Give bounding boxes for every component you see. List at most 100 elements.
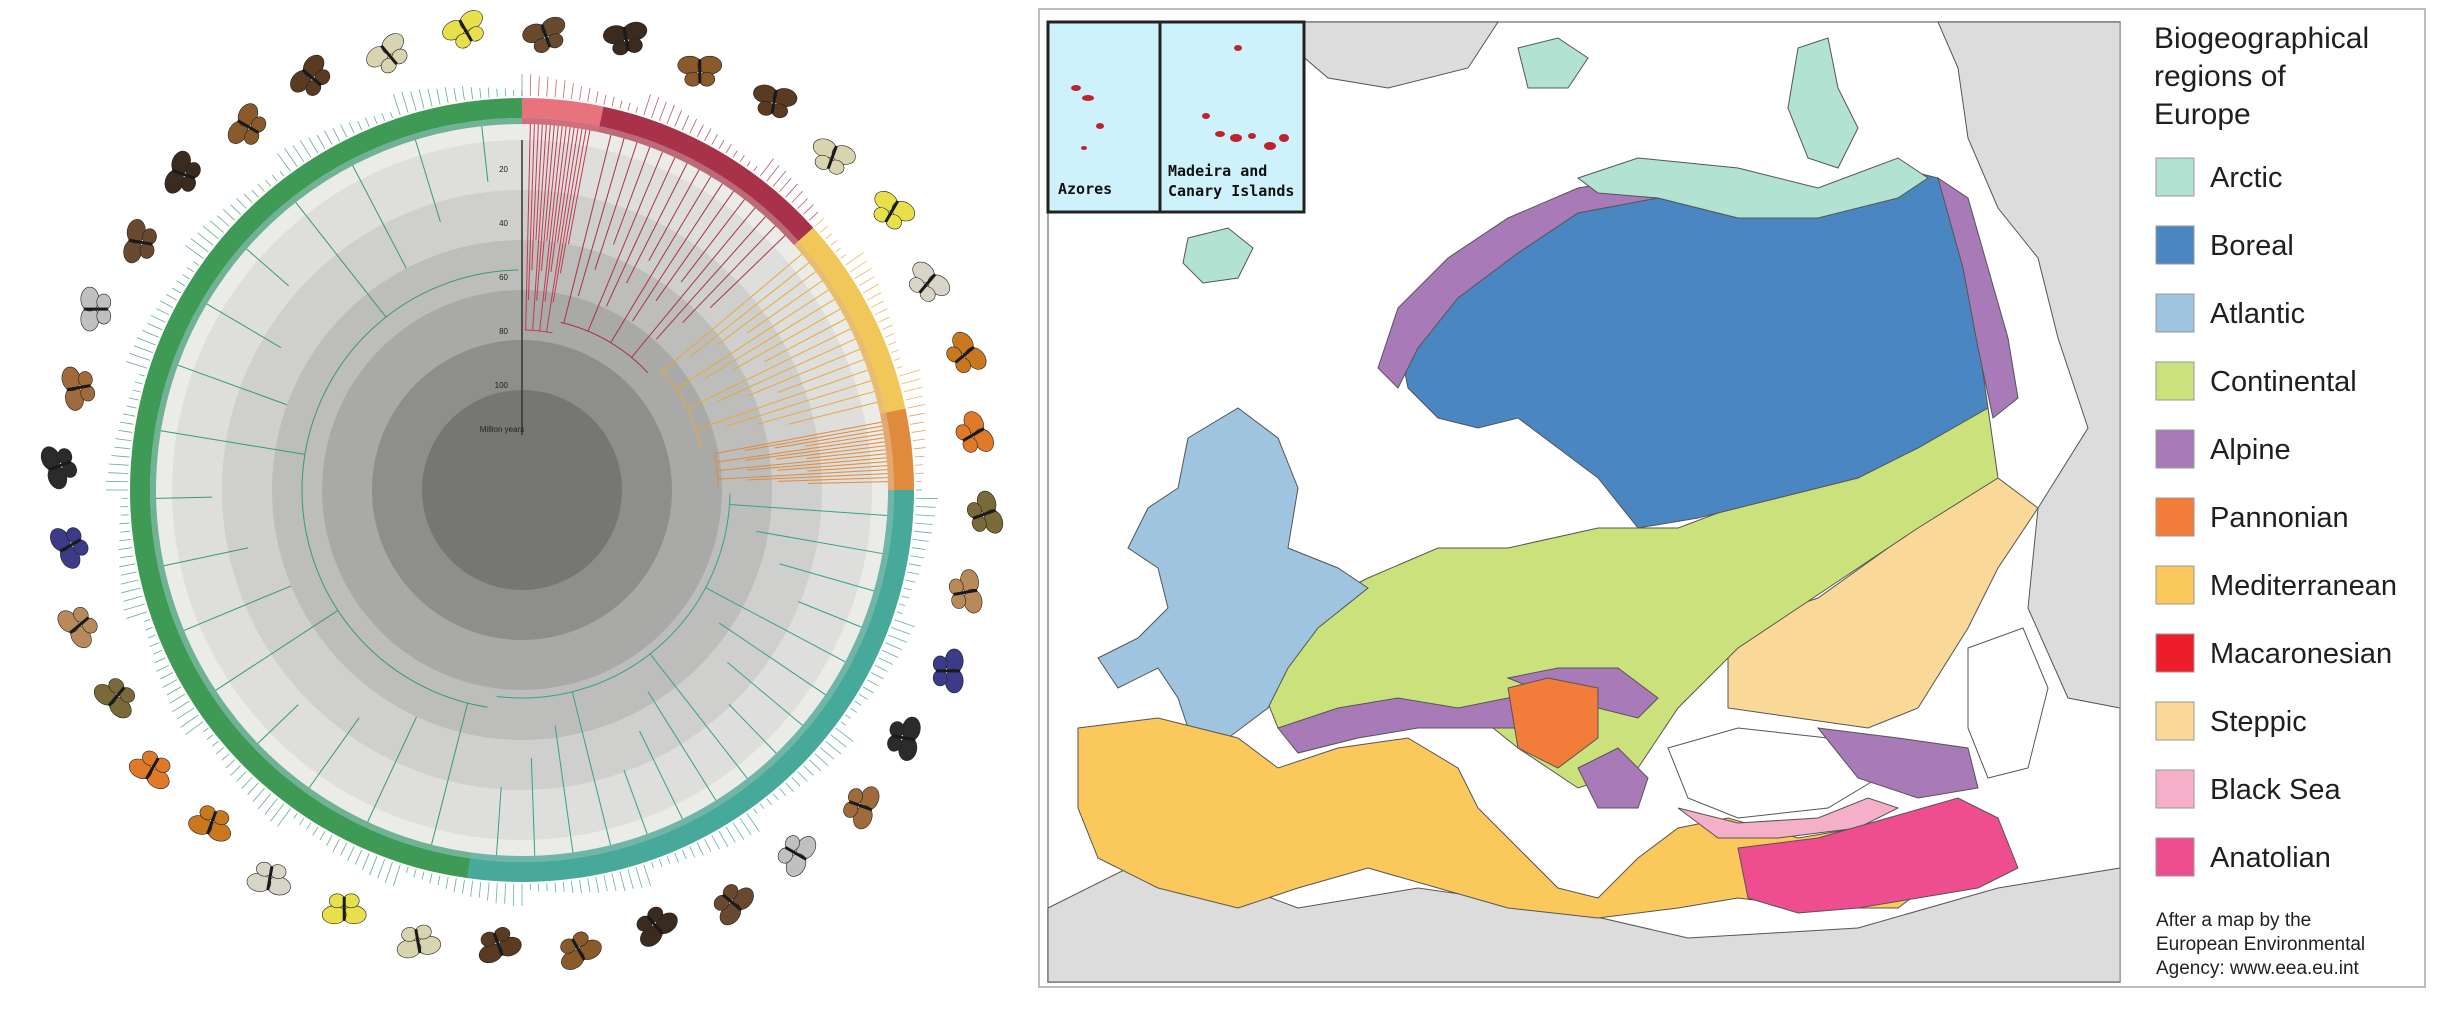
tip-label-mark: [885, 642, 902, 651]
tree-branch: [807, 481, 888, 484]
tree-branch: [798, 601, 862, 628]
tree-branch: [163, 547, 249, 567]
tip-label-mark: [340, 124, 348, 138]
tip-label-mark: [150, 315, 166, 323]
tip-label-mark: [230, 765, 241, 776]
tip-label-mark: [202, 225, 219, 240]
tip-label-mark: [138, 374, 145, 377]
tip-label-mark: [903, 587, 912, 591]
tip-label-mark: [896, 366, 903, 369]
tip-label-mark: [118, 430, 133, 433]
tip-label-mark: [243, 193, 253, 204]
axis-tick-label: 60: [499, 273, 508, 282]
tip-label-mark: [487, 882, 490, 901]
tree-branch-arc: [496, 493, 731, 699]
tip-label-mark: [803, 765, 814, 776]
tip-label-mark: [893, 619, 915, 628]
tree-branch: [632, 183, 723, 322]
tip-label-mark: [911, 430, 926, 433]
tip-label-mark: [133, 345, 153, 354]
inset-azores-label: Azores: [1058, 180, 1112, 198]
tip-label-mark: [257, 183, 265, 193]
tip-label-mark: [421, 871, 425, 880]
island-shape: [1202, 113, 1210, 119]
tip-label-mark: [185, 245, 204, 259]
tip-label-mark: [217, 215, 230, 227]
tree-branch: [726, 380, 872, 427]
tip-label-mark: [797, 771, 808, 782]
tip-label-mark: [277, 153, 291, 172]
tree-branch: [308, 717, 360, 789]
tip-label-mark: [504, 883, 506, 904]
tree-branch: [567, 130, 591, 245]
tip-label-mark: [725, 144, 732, 154]
tip-label-mark: [277, 808, 291, 827]
butterfly-image: [50, 527, 89, 569]
tip-label-mark: [119, 522, 130, 525]
legend-label: Boreal: [2210, 230, 2294, 262]
tree-branch: [774, 429, 884, 449]
tip-label-mark: [176, 280, 186, 287]
region-pannonian: [1507, 677, 1599, 769]
tip-label-mark: [136, 337, 156, 346]
butterfly-image: [522, 16, 566, 53]
tip-label-mark: [643, 864, 651, 886]
tip-label-mark: [252, 787, 265, 803]
clade-band: [599, 106, 814, 242]
legend-label: Atlantic: [2210, 298, 2305, 330]
tree-branch: [704, 299, 835, 380]
tip-label-mark: [825, 740, 842, 755]
butterfly-image: [873, 191, 916, 230]
tip-label-mark: [611, 96, 615, 107]
tip-label-mark: [149, 642, 159, 647]
tip-label-mark: [819, 747, 835, 760]
tip-label-mark: [845, 252, 864, 266]
tip-label-mark: [759, 803, 765, 809]
tip-label-mark: [797, 198, 808, 209]
legend-items: Arctic Boreal Atlantic Continental Alpine Pan…: [2155, 157, 2397, 877]
tip-label-mark: [867, 679, 878, 686]
tip-label-mark: [891, 349, 899, 354]
tip-label-mark: [899, 369, 921, 377]
tree-branch: [648, 169, 700, 261]
tip-label-mark: [915, 506, 936, 508]
tip-label-mark: [182, 274, 190, 280]
butterfly-image: [227, 103, 267, 145]
tip-label-mark: [791, 190, 803, 204]
tip-label-mark: [658, 101, 667, 121]
tip-label-mark: [870, 300, 884, 308]
tree-branch: [257, 704, 299, 744]
tip-label-mark: [913, 447, 926, 450]
tip-label-mark: [193, 261, 199, 266]
legend-swatch: [2155, 157, 2195, 197]
butterfly-image: [478, 927, 522, 964]
tip-label-mark: [870, 672, 884, 680]
tree-branch: [705, 587, 846, 663]
tip-label-mark: [891, 626, 911, 635]
tree-branch: [546, 125, 559, 242]
butterfly-image: [164, 150, 201, 194]
tree-branch: [804, 433, 884, 447]
tip-label-mark: [197, 232, 214, 246]
tip-label-mark: [603, 94, 607, 105]
tip-label-mark: [120, 571, 137, 576]
tip-label-mark: [393, 94, 401, 116]
tip-label-mark: [579, 879, 582, 894]
tree-branch: [777, 461, 887, 471]
tree-branch: [715, 437, 885, 463]
axis-tick-label: 80: [499, 327, 508, 336]
tree-branch: [744, 425, 883, 452]
macaronesian-islands: [1071, 45, 1289, 150]
tip-label-mark: [845, 714, 851, 719]
tree-branch: [709, 235, 786, 309]
butterfly-image: [677, 55, 723, 87]
tip-label-mark: [863, 686, 874, 694]
tip-label-mark: [453, 878, 457, 893]
tip-label-mark: [299, 140, 312, 158]
biogeographic-map-panel: Azores Madeira and Canary Islands Biogeo…: [1038, 8, 2438, 998]
tip-label-mark: [681, 115, 690, 131]
tip-label-mark: [119, 555, 134, 559]
tip-label-mark: [190, 238, 209, 253]
map-legend: Biogeographical regions of Europe Arctic…: [2119, 22, 2397, 982]
tip-label-mark: [119, 563, 136, 568]
